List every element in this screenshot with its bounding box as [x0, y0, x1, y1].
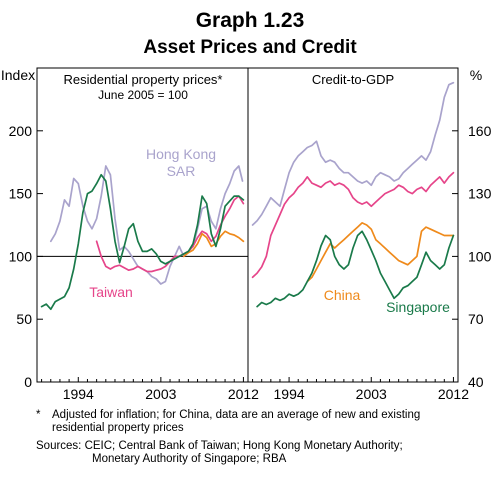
label-china: China	[324, 287, 361, 303]
right-ytick-label: 160	[468, 123, 492, 139]
figure-subtitle: Asset Prices and Credit	[143, 37, 357, 58]
panel-residential-property-prices: 0 50 100 150 200 1994 2003 2012	[9, 123, 260, 402]
left-xtick-label: 2012	[228, 386, 259, 402]
right-xtick-label: 2012	[438, 386, 469, 402]
right-series-taiwan	[251, 171, 455, 279]
left-y-unit: Index	[1, 67, 35, 83]
footnote-marker: *	[36, 409, 41, 421]
right-y-unit: %	[470, 67, 482, 83]
right-ytick-label: 40	[468, 374, 484, 390]
left-panel-title: Residential property prices*	[64, 72, 223, 87]
left-ytick-label: 150	[9, 186, 33, 202]
left-xtick-label: 2003	[145, 386, 176, 402]
right-ytick-label: 130	[468, 186, 492, 202]
right-ytick-label: 70	[468, 311, 484, 327]
label-singapore: Singapore	[386, 299, 450, 315]
label-hong-kong-line2: SAR	[167, 163, 196, 179]
left-series-singapore	[40, 173, 245, 311]
right-ytick-label: 100	[468, 248, 492, 264]
sources-line1: Sources: CEIC; Central Bank of Taiwan; H…	[36, 440, 403, 452]
left-xtick-label: 1994	[63, 386, 94, 402]
figure-title: Graph 1.23	[196, 9, 305, 32]
right-series-singapore	[256, 230, 455, 308]
right-xtick-label: 1994	[274, 386, 305, 402]
left-ytick-label: 100	[9, 248, 33, 264]
right-panel-title: Credit-to-GDP	[312, 72, 394, 87]
left-series-china	[182, 230, 245, 258]
left-ytick-label: 50	[16, 311, 32, 327]
left-ytick-label: 0	[24, 374, 32, 390]
footnote-line1: Adjusted for inflation; for China, data …	[52, 409, 421, 421]
right-xtick-label: 2003	[356, 386, 387, 402]
label-taiwan: Taiwan	[89, 284, 133, 300]
left-panel-subtitle: June 2005 = 100	[98, 88, 188, 102]
footnote-line2: residential property prices	[52, 422, 184, 434]
label-hong-kong-line1: Hong Kong	[146, 146, 216, 162]
panel-credit-to-gdp: 40 70 100 130 160 1994 2003 2012	[251, 81, 492, 402]
left-series-hong-kong	[49, 165, 244, 285]
left-ytick-label: 200	[9, 123, 33, 139]
sources-line2: Monetary Authority of Singapore; RBA	[92, 453, 287, 465]
right-series-hong-kong	[251, 81, 455, 226]
